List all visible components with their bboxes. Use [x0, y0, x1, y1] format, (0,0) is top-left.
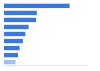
- bar: [4, 11, 37, 15]
- bar: [4, 53, 18, 57]
- bars: [4, 4, 70, 65]
- chart: [0, 0, 100, 71]
- value-axis: [5, 65, 87, 66]
- bar: [4, 46, 20, 50]
- bar: [4, 18, 36, 22]
- bar: [4, 25, 29, 29]
- bar: [4, 60, 15, 64]
- bar: [4, 4, 70, 8]
- axis-line: [5, 65, 87, 66]
- plot: [4, 4, 87, 66]
- bar: [4, 39, 23, 43]
- bar: [4, 32, 25, 36]
